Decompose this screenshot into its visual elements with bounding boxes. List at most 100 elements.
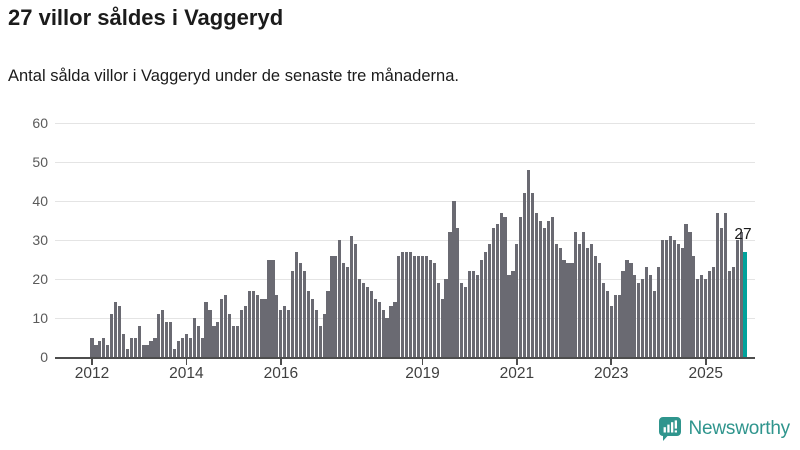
bar [409, 251, 413, 357]
bar [271, 259, 275, 357]
bar [680, 247, 684, 357]
bar [593, 255, 598, 357]
bar [357, 279, 362, 357]
x-tick [610, 359, 613, 365]
bar [176, 341, 181, 357]
chart-subtitle: Antal sålda villor i Vaggeryd under de s… [8, 67, 459, 85]
bar [377, 302, 381, 357]
bar [582, 232, 586, 357]
bar [180, 337, 185, 357]
bar [601, 282, 605, 357]
x-tick [421, 359, 424, 365]
bar [283, 306, 287, 357]
bar [629, 263, 633, 357]
bar [310, 298, 314, 357]
x-tick-label: 2016 [263, 365, 299, 382]
bar [200, 337, 204, 357]
x-tick [185, 359, 188, 365]
bar [338, 240, 342, 357]
bar [314, 310, 318, 357]
bar [440, 298, 444, 357]
y-tick-label: 40 [32, 193, 48, 209]
bar [460, 282, 464, 357]
bar [436, 282, 440, 357]
bar [503, 216, 507, 357]
bar [578, 243, 582, 357]
bar [452, 201, 456, 357]
bar [263, 298, 267, 357]
bar [711, 267, 716, 357]
bar [531, 193, 535, 357]
bar [224, 294, 228, 357]
bar [448, 232, 452, 357]
newsworthy-logo[interactable]: Newsworthy [658, 414, 790, 444]
bar [692, 255, 696, 357]
y-tick-label: 0 [40, 349, 48, 365]
bar [468, 271, 472, 357]
bar [228, 314, 232, 357]
annotation-value-label: 27 [734, 225, 752, 243]
bar [550, 216, 554, 357]
bar [605, 290, 609, 357]
bar [558, 247, 562, 357]
gridline [55, 318, 755, 319]
bar [125, 349, 129, 357]
gridline [55, 201, 755, 202]
bar [291, 271, 295, 357]
bar [204, 302, 208, 357]
bar [184, 333, 188, 357]
bar [129, 337, 133, 357]
bar [731, 267, 735, 357]
bar [566, 263, 570, 357]
bar [98, 341, 102, 357]
bar [507, 275, 511, 357]
bar [330, 255, 334, 357]
bar [405, 251, 409, 357]
bar [625, 259, 629, 357]
bar [243, 306, 247, 357]
bar [534, 212, 539, 357]
bar [428, 259, 432, 357]
bar [491, 228, 495, 357]
bar [322, 314, 326, 357]
bar [499, 212, 503, 357]
bar [519, 216, 523, 357]
bar [389, 306, 393, 357]
bar [471, 271, 476, 357]
bar [397, 255, 401, 357]
y-tick-label: 10 [32, 310, 48, 326]
x-tick-label: 2025 [688, 365, 723, 382]
bar [208, 310, 212, 357]
bar [586, 247, 590, 357]
bar [676, 243, 680, 357]
bar [420, 255, 425, 357]
bar [117, 306, 122, 357]
bar [255, 294, 259, 357]
x-tick-label: 2014 [169, 365, 204, 382]
bar [401, 251, 405, 357]
bar [523, 193, 527, 357]
bar [444, 279, 448, 357]
bar [153, 337, 157, 357]
bar [385, 318, 389, 357]
bar [562, 259, 566, 357]
bar [247, 290, 251, 357]
bar [259, 298, 263, 357]
bar [621, 271, 625, 357]
bar [326, 290, 330, 357]
bar [169, 321, 173, 357]
bar [641, 279, 645, 357]
bar [235, 325, 240, 357]
bar [456, 228, 460, 357]
y-tick-label: 60 [32, 115, 48, 131]
bar [188, 337, 192, 357]
bar [652, 290, 657, 357]
bar [267, 259, 271, 357]
y-tick-label: 50 [32, 154, 48, 170]
x-axis-line [55, 357, 755, 360]
bar [102, 337, 106, 357]
bar [527, 169, 531, 357]
x-tick-label: 2012 [74, 365, 110, 382]
bar [294, 251, 299, 357]
